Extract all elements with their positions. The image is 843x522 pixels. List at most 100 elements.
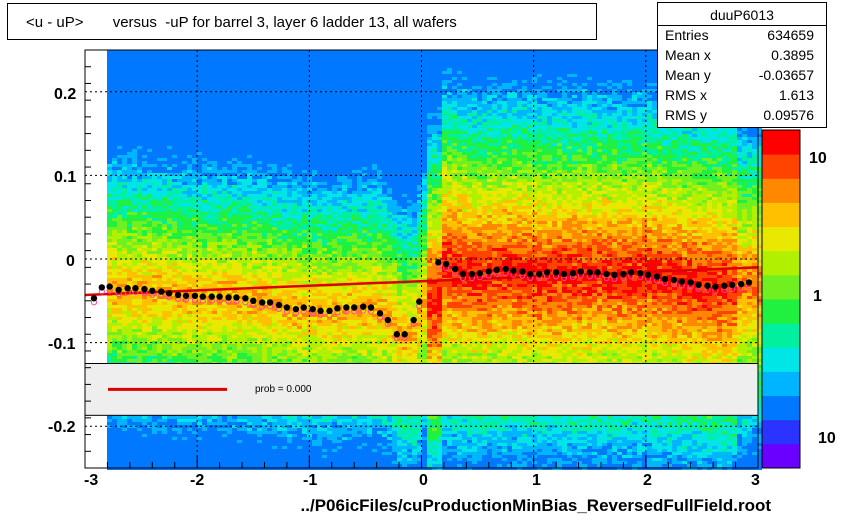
heatmap-cell — [157, 71, 162, 74]
heatmap-cell — [142, 125, 147, 128]
heatmap-cell — [107, 203, 112, 206]
heatmap-cell — [162, 446, 167, 449]
heatmap-cell — [222, 74, 227, 77]
heatmap-cell — [252, 215, 257, 218]
heatmap-cell — [147, 221, 152, 224]
heatmap-cell — [167, 437, 172, 440]
heatmap-cell — [137, 164, 142, 167]
heatmap-cell — [177, 350, 182, 353]
heatmap-cell — [127, 83, 132, 86]
heatmap-cell — [152, 203, 157, 206]
heatmap-cell — [117, 203, 122, 206]
heatmap-cell — [167, 446, 172, 449]
heatmap-cell — [252, 338, 257, 341]
heatmap-cell — [212, 152, 217, 155]
heatmap-cell — [192, 434, 197, 437]
heatmap-cell — [212, 122, 217, 125]
heatmap-cell — [117, 437, 122, 440]
heatmap-cell — [202, 323, 207, 326]
heatmap-cell — [262, 122, 267, 125]
heatmap-cell — [137, 53, 142, 56]
heatmap-cell — [112, 230, 117, 233]
heatmap-cell — [137, 440, 142, 443]
heatmap-cell — [257, 293, 262, 296]
heatmap-cell — [137, 311, 142, 314]
heatmap-cell — [107, 359, 112, 362]
heatmap-cell — [162, 86, 167, 89]
heatmap-cell — [122, 110, 127, 113]
heatmap-cell — [152, 179, 157, 182]
heatmap-cell — [202, 263, 207, 266]
heatmap-cell — [247, 347, 252, 350]
heatmap-cell — [127, 158, 132, 161]
heatmap-cell — [147, 332, 152, 335]
heatmap-cell — [217, 263, 222, 266]
heatmap-cell — [237, 308, 242, 311]
heatmap-cell — [147, 155, 152, 158]
heatmap-cell — [277, 215, 282, 218]
heatmap-cell — [122, 65, 127, 68]
heatmap-cell — [262, 263, 267, 266]
heatmap-cell — [212, 167, 217, 170]
heatmap-cell — [182, 320, 187, 323]
heatmap-cell — [107, 122, 112, 125]
heatmap-cell — [267, 149, 272, 152]
heatmap-cell — [147, 218, 152, 221]
heatmap-cell — [272, 221, 277, 224]
heatmap-cell — [202, 170, 207, 173]
heatmap-cell — [222, 464, 227, 467]
heatmap-cell — [232, 359, 237, 362]
heatmap-cell — [132, 65, 137, 68]
heatmap-cell — [207, 98, 212, 101]
heatmap-cell — [242, 179, 247, 182]
heatmap-cell — [177, 329, 182, 332]
heatmap-cell — [197, 356, 202, 359]
heatmap-cell — [232, 338, 237, 341]
heatmap-cell — [232, 242, 237, 245]
heatmap-cell — [157, 455, 162, 458]
heatmap-cell — [122, 452, 127, 455]
heatmap-cell — [257, 245, 262, 248]
heatmap-cell — [122, 296, 127, 299]
heatmap-cell — [232, 104, 237, 107]
heatmap-cell — [147, 113, 152, 116]
heatmap-cell — [162, 170, 167, 173]
heatmap-cell — [172, 311, 177, 314]
heatmap-cell — [127, 302, 132, 305]
heatmap-cell — [132, 182, 137, 185]
heatmap-cell — [232, 137, 237, 140]
heatmap-cell — [182, 446, 187, 449]
heatmap-cell — [192, 332, 197, 335]
heatmap-cell — [272, 218, 277, 221]
heatmap-cell — [237, 248, 242, 251]
heatmap-cell — [212, 188, 217, 191]
heatmap-cell — [197, 191, 202, 194]
heatmap-cell — [272, 92, 277, 95]
heatmap-cell — [152, 125, 157, 128]
heatmap-cell — [107, 263, 112, 266]
heatmap-cell — [107, 209, 112, 212]
heatmap-cell — [157, 206, 162, 209]
heatmap-cell — [267, 158, 272, 161]
heatmap-cell — [107, 191, 112, 194]
heatmap-cell — [207, 191, 212, 194]
heatmap-cell — [117, 302, 122, 305]
heatmap-cell — [187, 224, 192, 227]
heatmap-cell — [282, 263, 287, 266]
heatmap-cell — [182, 314, 187, 317]
heatmap-cell — [282, 272, 287, 275]
heatmap-cell — [152, 215, 157, 218]
heatmap-cell — [257, 320, 262, 323]
heatmap-cell — [217, 443, 222, 446]
heatmap-cell — [162, 131, 167, 134]
heatmap-cell — [277, 437, 282, 440]
heatmap-cell — [152, 53, 157, 56]
heatmap-cell — [267, 98, 272, 101]
heatmap-cell — [117, 227, 122, 230]
heatmap-cell — [267, 116, 272, 119]
heatmap-cell — [272, 185, 277, 188]
heatmap-cell — [257, 131, 262, 134]
heatmap-cell — [117, 104, 122, 107]
heatmap-cell — [142, 59, 147, 62]
heatmap-cell — [117, 281, 122, 284]
